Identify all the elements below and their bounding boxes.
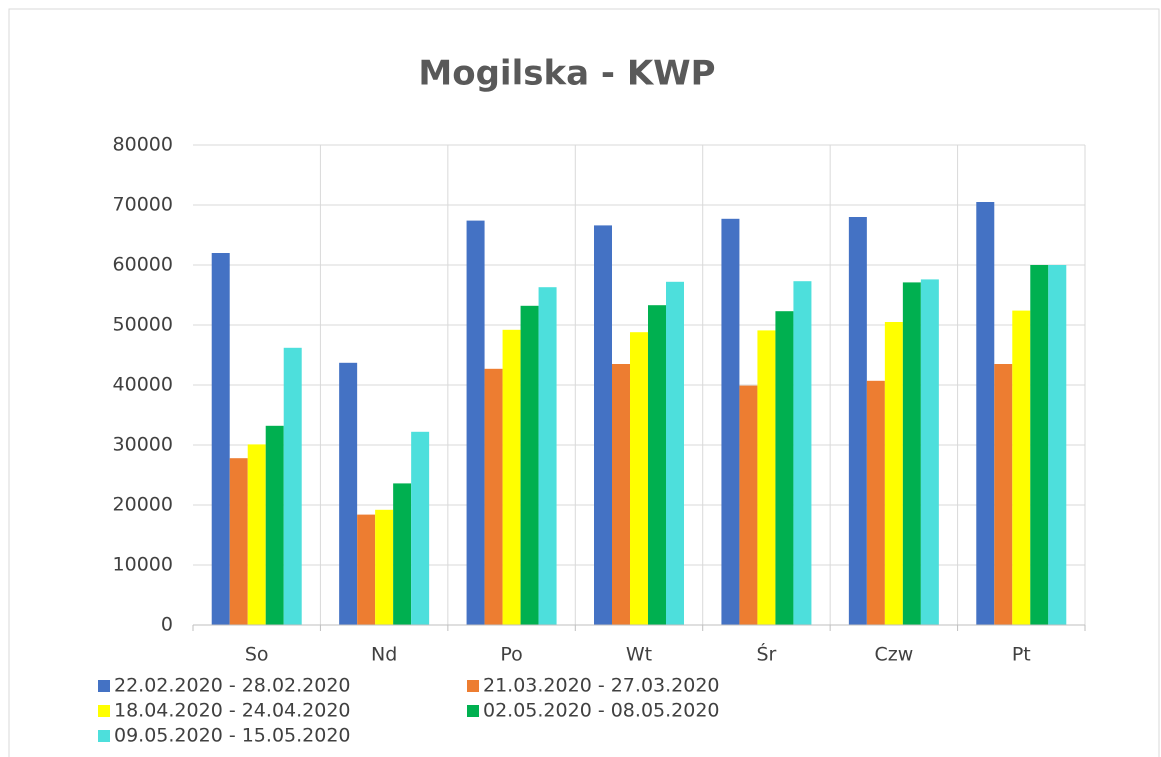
bar — [666, 281, 684, 625]
x-tick-label: Wt — [626, 644, 652, 666]
bar — [757, 330, 776, 625]
bar — [594, 225, 612, 625]
x-tick-label: So — [245, 644, 269, 666]
bar — [484, 368, 503, 625]
legend-label: 21.03.2020 - 27.03.2020 — [483, 675, 720, 697]
bar — [775, 311, 794, 625]
bar — [630, 332, 648, 625]
bar — [612, 364, 630, 625]
bar — [920, 279, 939, 625]
bar — [976, 202, 995, 625]
y-tick-label: 70000 — [113, 194, 173, 216]
x-tick-label: Śr — [756, 642, 776, 666]
bar — [721, 218, 740, 626]
chart-frame — [8, 8, 1160, 757]
y-tick-label: 60000 — [113, 254, 173, 276]
bar — [393, 483, 412, 625]
x-tick-label: Nd — [371, 644, 397, 666]
legend-label: 02.05.2020 - 08.05.2020 — [483, 700, 720, 722]
bar — [357, 514, 376, 625]
bar — [1012, 310, 1031, 625]
bar — [411, 431, 430, 625]
y-tick-label: 20000 — [113, 494, 173, 516]
bar — [265, 425, 284, 625]
bar — [1030, 265, 1049, 625]
legend-label: 09.05.2020 - 15.05.2020 — [114, 725, 351, 747]
chart-title: Mogilska - KWP — [418, 54, 715, 94]
bar — [211, 253, 230, 625]
bar — [848, 217, 867, 625]
legend-swatch — [98, 730, 110, 742]
bar — [283, 347, 302, 625]
bar — [866, 380, 885, 625]
bar — [502, 329, 521, 625]
bar — [229, 458, 248, 625]
bar — [247, 444, 266, 625]
y-tick-label: 40000 — [113, 374, 173, 396]
bar — [520, 305, 539, 625]
bar — [1048, 265, 1067, 625]
legend-swatch — [98, 705, 110, 717]
legend-label: 18.04.2020 - 24.04.2020 — [114, 700, 351, 722]
bar — [884, 322, 903, 625]
bar — [375, 509, 394, 625]
y-tick-label: 0 — [161, 614, 173, 636]
bar — [339, 362, 358, 625]
y-tick-label: 80000 — [113, 134, 173, 156]
bar — [994, 364, 1013, 625]
bar — [648, 305, 666, 625]
bar — [902, 282, 921, 625]
x-tick-label: Po — [500, 644, 522, 666]
y-tick-label: 10000 — [113, 554, 173, 576]
bar — [538, 287, 557, 625]
y-tick-label: 50000 — [113, 314, 173, 336]
legend-swatch — [467, 705, 479, 717]
x-tick-label: Pt — [1012, 644, 1031, 666]
legend-label: 22.02.2020 - 28.02.2020 — [114, 675, 351, 697]
x-tick-label: Czw — [874, 644, 913, 666]
legend-swatch — [467, 680, 479, 692]
y-tick-label: 30000 — [113, 434, 173, 456]
bar — [466, 220, 485, 625]
bar — [739, 385, 758, 625]
bar — [793, 281, 812, 625]
legend-swatch — [98, 680, 110, 692]
